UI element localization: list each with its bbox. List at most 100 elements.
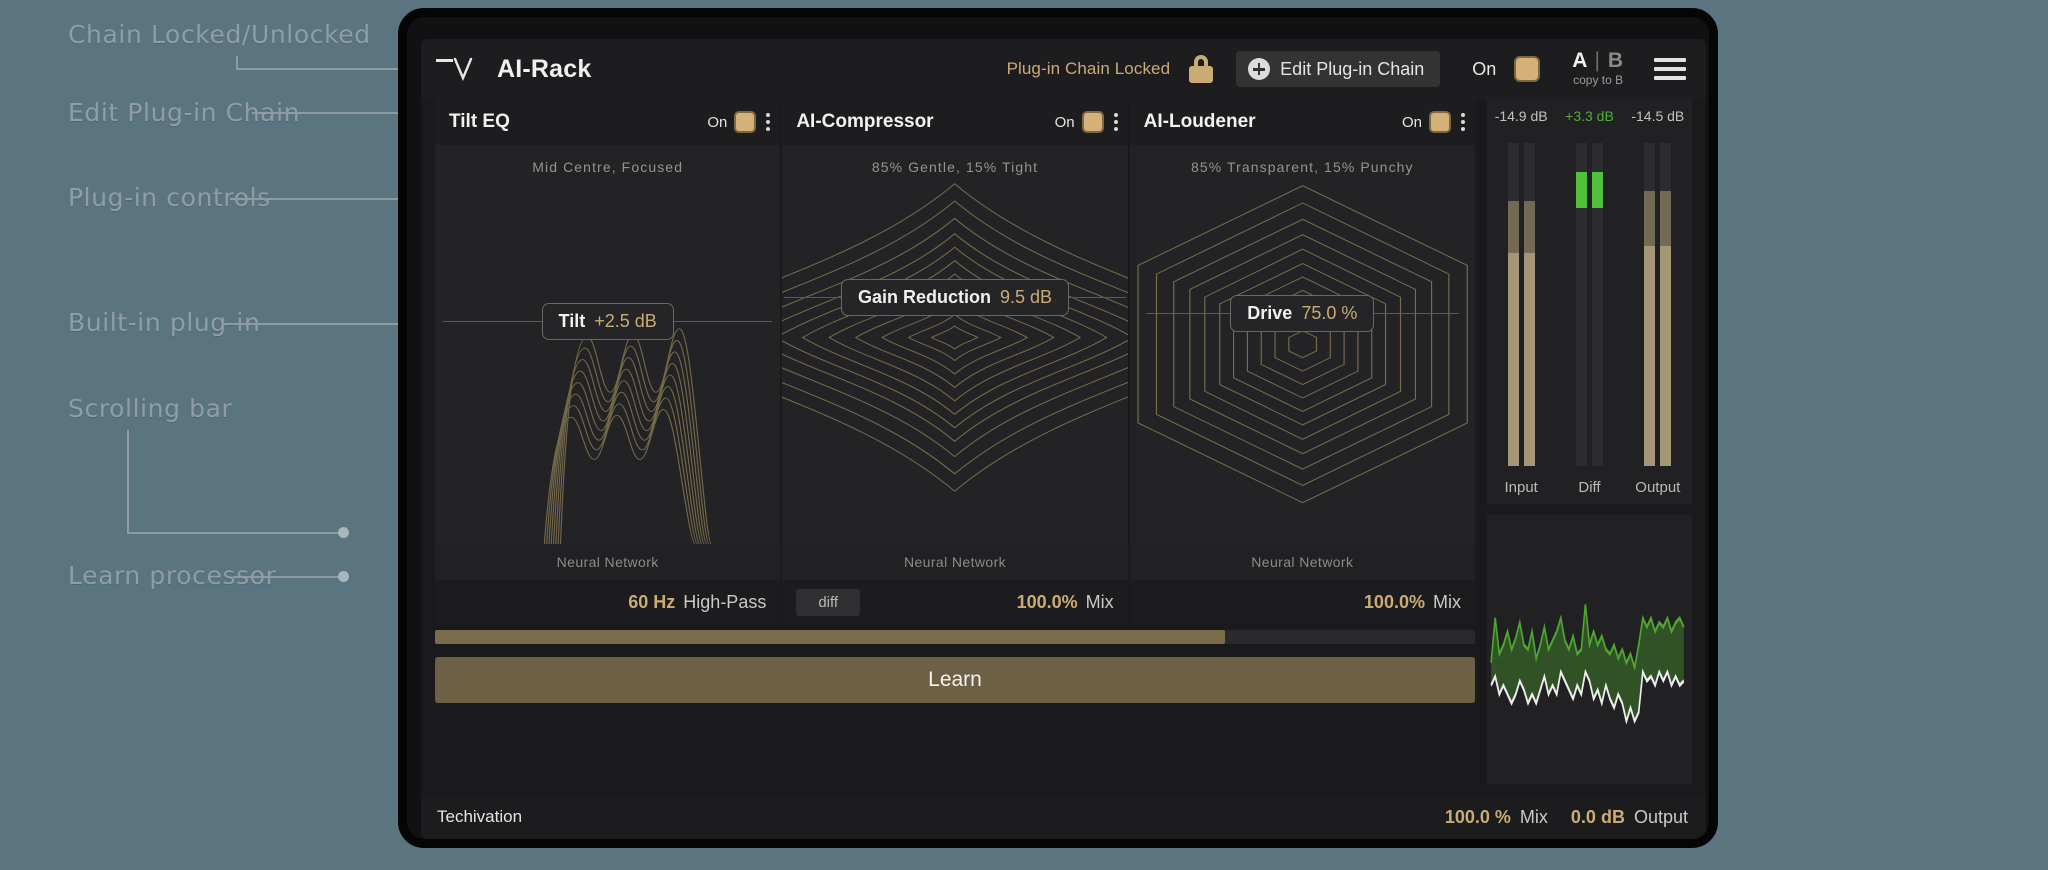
annotation-scrolling-bar: Scrolling bar [68, 394, 233, 423]
slot-power-label: On [707, 113, 728, 131]
learn-button[interactable]: Learn [435, 657, 1475, 703]
leader-builtin-plugin [222, 323, 405, 325]
leader-scrolling-bar-h [127, 532, 342, 534]
slot-foot-value: 100.0% [1016, 591, 1078, 612]
leader-scrolling-bar-v [127, 430, 129, 533]
slot-title: Tilt EQ [449, 111, 510, 132]
lock-closed-icon[interactable] [1188, 55, 1214, 83]
plus-icon [1248, 58, 1271, 80]
param-drive[interactable]: Drive 75.0 % [1230, 295, 1375, 332]
global-power-label: On [1472, 58, 1497, 79]
ab-testing-section[interactable]: A | B copy to B [1572, 49, 1624, 87]
ab-slot-a[interactable]: A [1572, 49, 1588, 72]
app-title: AI-Rack [497, 54, 592, 83]
plugin-meters-panel: -14.9 dB +3.3 dB -14.5 dB [1487, 99, 1692, 504]
output-value[interactable]: 0.0 dB [1570, 806, 1625, 827]
ab-copy-to-b-label[interactable]: copy to B [1573, 73, 1624, 87]
meter-bar [1507, 143, 1519, 466]
param-label: Tilt [558, 311, 586, 331]
slot-power-toggle[interactable] [1081, 111, 1104, 133]
plugin-slot-tilt-eq[interactable]: Tilt EQ On Mid Centre, Focused [435, 99, 781, 624]
footer-metrics: 100.0 % Mix 0.0 dB Output [1445, 807, 1688, 828]
plugin-window: AI-Rack Plug-in Chain Locked Edit Plug-i… [421, 39, 1706, 839]
rack-column: Tilt EQ On Mid Centre, Focused [435, 99, 1475, 784]
annotation-plugin-controls: Plug-in controls [68, 183, 271, 212]
slot-header: Tilt EQ On [435, 99, 781, 145]
annotation-builtin-plugin: Built-in plug-in [68, 308, 261, 337]
plugin-body: Tilt EQ On Mid Centre, Focused [421, 99, 1706, 784]
slot-foot-unit: High-Pass [683, 591, 767, 612]
slot-power-toggle[interactable] [734, 111, 757, 133]
plugin-slot-ai-compressor[interactable]: AI-Compressor On 85% Gentle, 15% Tight [782, 99, 1128, 624]
slot-subtitle: 85% Gentle, 15% Tight [871, 159, 1039, 175]
edit-plugin-chain-button[interactable]: Edit Plug-in Chain [1236, 51, 1441, 87]
slot-menu-icon[interactable] [1460, 113, 1465, 131]
meter-bar [1591, 143, 1603, 466]
plugin-slot-ai-loudener[interactable]: AI-Loudener On 85% Transparent, 15% Punc… [1129, 99, 1475, 624]
slot-menu-icon[interactable] [1113, 113, 1118, 131]
slot-foot-unit: Mix [1432, 591, 1461, 612]
meter-bar [1523, 143, 1535, 466]
slot-subtitle: Mid Centre, Focused [532, 159, 684, 175]
param-value: 75.0 % [1301, 303, 1358, 323]
meter-label-output: Output [1635, 479, 1681, 496]
slot-power-label: On [1054, 113, 1075, 131]
brand-label: Techivation [437, 807, 523, 826]
meter-readout-input: -14.9 dB [1494, 108, 1548, 124]
annotation-chain-lock: Chain Locked/Unlocked [68, 20, 371, 49]
meter-label-diff: Diff [1578, 479, 1601, 496]
mix-value[interactable]: 100.0 % [1444, 806, 1511, 827]
slot-footer-values[interactable]: 100.0% Mix [1364, 592, 1461, 613]
slot-visualizer-hex-contour: Drive 75.0 % [1130, 179, 1475, 544]
star-contour-graphic [782, 183, 1128, 492]
meter-bar [1575, 143, 1587, 466]
slot-param-row: Tilt +2.5 dB [435, 303, 780, 340]
slot-neural-network-label: Neural Network [1129, 544, 1475, 580]
param-rule-left [784, 297, 841, 298]
slot-param-row: Drive 75.0 % [1130, 295, 1475, 332]
param-rule-right [1069, 297, 1126, 298]
param-rule-right [1374, 313, 1459, 314]
meter-column-diff [1555, 143, 1623, 466]
param-label: Gain Reduction [857, 287, 991, 307]
param-gain-reduction[interactable]: Gain Reduction 9.5 dB [840, 279, 1070, 316]
slot-title: AI-Loudener [1143, 111, 1256, 132]
scrollbar-thumb[interactable] [435, 630, 1226, 644]
horizontal-scrollbar[interactable] [435, 630, 1475, 644]
eq-curve-graphic [543, 328, 712, 544]
slot-header: AI-Loudener On [1129, 99, 1475, 145]
right-column: -14.9 dB +3.3 dB -14.5 dB [1487, 99, 1692, 784]
slot-subtitle: 85% Transparent, 15% Punchy [1190, 159, 1414, 175]
slot-header: AI-Compressor On [782, 99, 1128, 145]
waveform-display[interactable] [1487, 515, 1692, 784]
leader-learn-processor [233, 576, 343, 578]
param-rule-left [1145, 313, 1231, 314]
meter-bar [1644, 143, 1656, 466]
slot-visualizer-eq-curve: Tilt +2.5 dB [435, 179, 780, 544]
edit-plugin-chain-label: Edit Plug-in Chain [1280, 58, 1425, 79]
slot-footer-values[interactable]: 100.0% Mix [1017, 592, 1114, 613]
slot-footer: diff 100.0% Mix [782, 580, 1128, 624]
waveform-lower-line [1490, 668, 1685, 725]
output-label: Output [1633, 806, 1688, 827]
slot-footer-values[interactable]: 60 Hz High-Pass [628, 592, 766, 613]
param-value: +2.5 dB [594, 311, 657, 331]
meter-readout-output: -14.5 dB [1631, 108, 1685, 124]
param-value: 9.5 dB [999, 287, 1053, 307]
meter-column-input [1487, 143, 1555, 466]
param-tilt[interactable]: Tilt +2.5 dB [541, 303, 674, 340]
slot-power-toggle[interactable] [1428, 111, 1451, 133]
mix-label: Mix [1519, 806, 1548, 827]
diff-button[interactable]: diff [796, 588, 861, 616]
slot-neural-network-label: Neural Network [435, 544, 781, 580]
slot-title: AI-Compressor [796, 111, 934, 132]
anchor-dot-learn-processor [338, 571, 349, 582]
slot-neural-network-label: Neural Network [782, 544, 1128, 580]
ab-slot-b[interactable]: B [1607, 49, 1624, 72]
global-power-toggle[interactable] [1514, 56, 1541, 82]
meter-readout-diff: +3.3 dB [1565, 108, 1614, 124]
device-frame: AI-Rack Plug-in Chain Locked Edit Plug-i… [398, 8, 1718, 848]
hamburger-menu-icon[interactable] [1654, 53, 1686, 85]
slot-menu-icon[interactable] [766, 113, 771, 131]
chain-lock-status: Plug-in Chain Locked [1006, 59, 1171, 78]
